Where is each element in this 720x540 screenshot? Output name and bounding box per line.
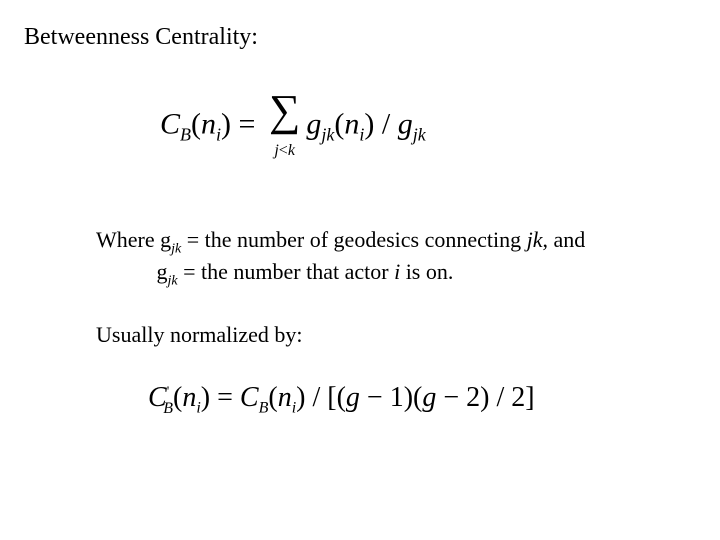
f2-lp2: ( [268,382,277,413]
normalized-label: Usually normalized by: [96,322,303,348]
formula-B-sub: B [180,124,191,144]
formula-jk2: jk [413,124,426,144]
f2-rb: ] [525,382,534,413]
f2-g2: g [422,382,436,413]
f2-eq: = [210,382,240,413]
sigma-lt: < [279,142,288,159]
formula-C: C [160,107,180,140]
normalized-formula: C'B(ni) = CB(ni) / [(g − 1)(g − 2) / 2] [148,382,535,418]
f2-one: 1 [390,382,404,413]
where-line2-indent: g [96,259,168,284]
where-line2-sub: jk [168,274,178,289]
where-line1-jk: jk [527,227,543,252]
f2-g1: g [346,382,360,413]
sigma-subscript: j<k [274,142,295,159]
f2-two2: 2 [511,382,525,413]
where-line2-mid: = the number that actor [178,259,394,284]
equals: = [231,107,263,140]
where-line1-sub: jk [171,241,181,256]
lparen: ( [191,107,201,140]
slide: Betweenness Centrality: CB(ni) = ∑j<kgjk… [0,0,720,540]
sigma-k: k [288,142,295,159]
rparen2: ) [364,107,374,140]
f2-B1: B [163,400,173,417]
f2-prime: ' [167,385,170,400]
where-line1-pre: Where g [96,227,171,252]
where-line1-post: , and [543,227,586,252]
f2-slash: / [305,382,327,413]
f2-rp1: ) [201,382,210,413]
f2-rp4: ) [480,382,489,413]
f2-minus1: − [360,382,390,413]
lparen2: ( [334,107,344,140]
where-line1-mid: = the number of geodesics connecting [181,227,526,252]
sigma-block: ∑j<k [269,92,300,161]
where-definition: Where gjk = the number of geodesics conn… [96,226,585,291]
betweenness-formula: CB(ni) = ∑j<kgjk(ni) / gjk [160,92,426,161]
sigma-icon: ∑ [269,86,300,135]
f2-lp1: ( [173,382,182,413]
formula-g2: g [398,107,413,140]
f2-slash2: / [490,382,512,413]
f2-lb: [( [327,382,346,413]
where-line2-post: is on. [400,259,453,284]
f2-rp3: )( [404,382,423,413]
f2-n1: n [182,382,196,413]
slide-title: Betweenness Centrality: [24,24,258,51]
formula-g1: g [306,107,321,140]
f2-B2: B [259,400,269,417]
slash: / [374,107,397,140]
f2-two: 2 [466,382,480,413]
formula-n2: n [344,107,359,140]
formula-jk1: jk [321,124,334,144]
rparen: ) [221,107,231,140]
f2-minus2: − [436,382,466,413]
f2-C2: C [240,382,259,413]
f2-n2: n [278,382,292,413]
formula-n: n [201,107,216,140]
